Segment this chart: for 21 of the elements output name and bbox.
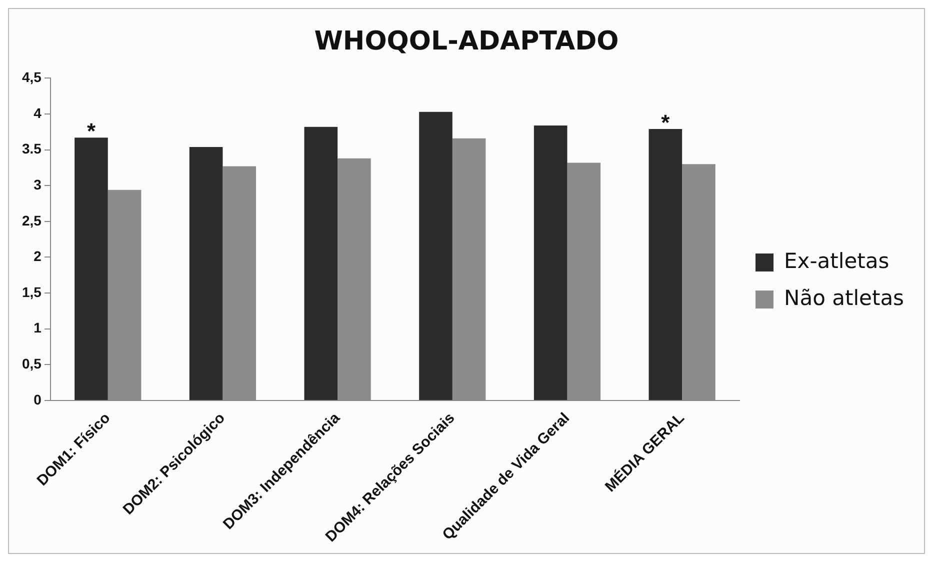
annotation: * xyxy=(86,118,96,144)
y-tick-label: 3 xyxy=(34,176,42,192)
y-tick-label: 2 xyxy=(34,248,42,264)
chart-title: WHOQOL-ADAPTADO xyxy=(314,26,619,56)
bar xyxy=(74,138,108,400)
bar xyxy=(419,112,452,400)
bar xyxy=(534,125,568,400)
y-tick-label: 1,5 xyxy=(22,284,42,300)
legend-label: Ex-atletas xyxy=(784,248,890,273)
y-tick-label: 2,5 xyxy=(22,212,42,228)
y-tick-label: 4,5 xyxy=(22,69,42,86)
legend-label: Não atletas xyxy=(784,286,904,310)
y-tick-label: 1 xyxy=(34,320,42,336)
bar xyxy=(648,129,682,400)
bar xyxy=(189,146,223,400)
y-tick-label: 0 xyxy=(34,391,42,408)
y-tick-label: 0,5 xyxy=(22,356,42,372)
y-tick-label: 4 xyxy=(34,104,42,121)
bar xyxy=(304,126,338,400)
annotation: * xyxy=(661,110,670,136)
y-tick-label: 3.5 xyxy=(22,140,42,157)
